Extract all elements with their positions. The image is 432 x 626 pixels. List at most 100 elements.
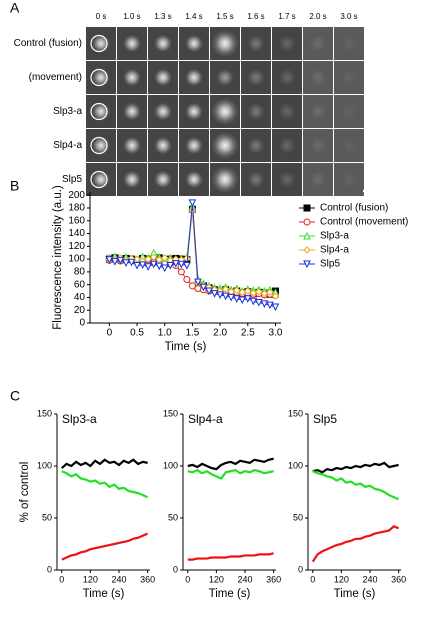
- series-line: [187, 468, 274, 480]
- granule-spot: [154, 34, 172, 53]
- column-label: 1.7 s: [278, 12, 295, 21]
- panel-label: C: [10, 388, 20, 404]
- granule-spot: [123, 170, 141, 189]
- granule-spot: [216, 136, 234, 155]
- series-line: [61, 532, 149, 561]
- legend-label: Slp5: [320, 259, 340, 270]
- marker: [183, 276, 191, 284]
- y-tick-label: 200: [68, 190, 85, 201]
- legend-label: Control (fusion): [320, 203, 388, 214]
- y-tick-label: 50: [168, 512, 178, 522]
- row-label: (movement): [29, 72, 82, 83]
- granule-spot: [247, 34, 265, 53]
- legend-marker: [303, 204, 311, 212]
- granule-spot: [154, 102, 172, 121]
- marker: [183, 261, 191, 270]
- granule-spot: [123, 34, 141, 53]
- marker: [127, 258, 136, 267]
- x-tick-label: 360: [391, 574, 406, 584]
- granule-spot: [123, 68, 141, 87]
- granule-spot: [154, 170, 172, 189]
- column-label: 2.0 s: [309, 12, 326, 21]
- marker: [161, 254, 169, 262]
- y-tick-label: 150: [288, 408, 303, 418]
- marker: [221, 292, 230, 301]
- granule-spot: [154, 68, 172, 87]
- marker: [244, 287, 252, 295]
- granule-spot: [216, 102, 234, 121]
- marker: [227, 293, 235, 302]
- marker: [238, 296, 247, 305]
- series-line: [61, 470, 149, 499]
- granule-spot: [309, 68, 327, 87]
- granule-spot: [185, 34, 203, 53]
- legend-marker: [303, 231, 311, 240]
- marker: [138, 261, 147, 269]
- marker: [116, 256, 125, 265]
- granule-spot: [247, 170, 265, 189]
- x-tick-label: 2.0: [213, 328, 227, 339]
- granule-spot: [278, 102, 296, 121]
- column-label: 1.0 s: [123, 12, 140, 21]
- series-line: [109, 209, 276, 295]
- marker: [144, 255, 152, 263]
- y-tick-label: 50: [42, 512, 52, 522]
- x-tick-label: 0: [185, 574, 190, 584]
- roi-circle: [90, 136, 108, 155]
- granule-spot: [247, 136, 265, 155]
- marker: [188, 199, 197, 207]
- row-label: Control (fusion): [14, 38, 82, 49]
- series-line: [187, 457, 274, 471]
- y-tick-label: 50: [293, 512, 303, 522]
- marker: [260, 300, 269, 308]
- column-label: 1.3 s: [154, 12, 171, 21]
- marker: [260, 289, 269, 298]
- roi-circle: [90, 102, 108, 121]
- granule-spot: [216, 170, 234, 189]
- row-label: Slp4-a: [53, 140, 82, 151]
- chart-title: Slp4-a: [188, 412, 223, 426]
- roi-circle: [90, 170, 108, 189]
- legend-marker: [303, 246, 311, 254]
- y-axis-label: % of control: [19, 462, 31, 523]
- legend-marker: [303, 218, 311, 226]
- y-tick-label: 80: [74, 267, 86, 278]
- marker: [177, 260, 186, 269]
- granule-spot: [340, 34, 358, 53]
- marker: [155, 262, 164, 271]
- granule-spot: [340, 170, 358, 189]
- marker: [172, 260, 180, 268]
- legend-label: Control (movement): [320, 217, 408, 228]
- granule-spot: [340, 102, 358, 121]
- marker: [249, 297, 258, 306]
- y-tick-label: 140: [68, 228, 85, 239]
- granule-spot: [247, 102, 265, 121]
- marker: [194, 278, 202, 287]
- y-tick-label: 60: [74, 279, 86, 290]
- roi-circle: [90, 34, 108, 53]
- granule-spot: [309, 34, 327, 53]
- marker: [149, 260, 158, 269]
- x-axis-label: Time (s): [209, 588, 251, 600]
- x-axis-label: Time (s): [165, 341, 207, 353]
- y-tick-label: 0: [47, 564, 52, 574]
- y-tick-label: 0: [173, 564, 178, 574]
- marker: [177, 268, 185, 276]
- granule-spot: [185, 68, 203, 87]
- marker: [266, 301, 274, 310]
- y-tick-label: 180: [68, 203, 85, 214]
- y-tick-label: 160: [68, 215, 85, 226]
- x-tick-label: 0: [310, 574, 315, 584]
- y-axis-label: Fluorescence intensity (a.u.): [52, 185, 64, 330]
- x-tick-label: 1.5: [185, 328, 199, 339]
- x-tick-label: 360: [266, 574, 281, 584]
- marker: [249, 289, 258, 297]
- granule-spot: [123, 102, 141, 121]
- marker: [205, 287, 213, 296]
- granule-spot: [123, 136, 141, 155]
- x-tick-label: 360: [140, 574, 155, 584]
- granule-spot: [185, 102, 203, 121]
- granule-spot: [216, 34, 234, 53]
- series-line: [61, 458, 148, 469]
- series-line: [187, 552, 274, 561]
